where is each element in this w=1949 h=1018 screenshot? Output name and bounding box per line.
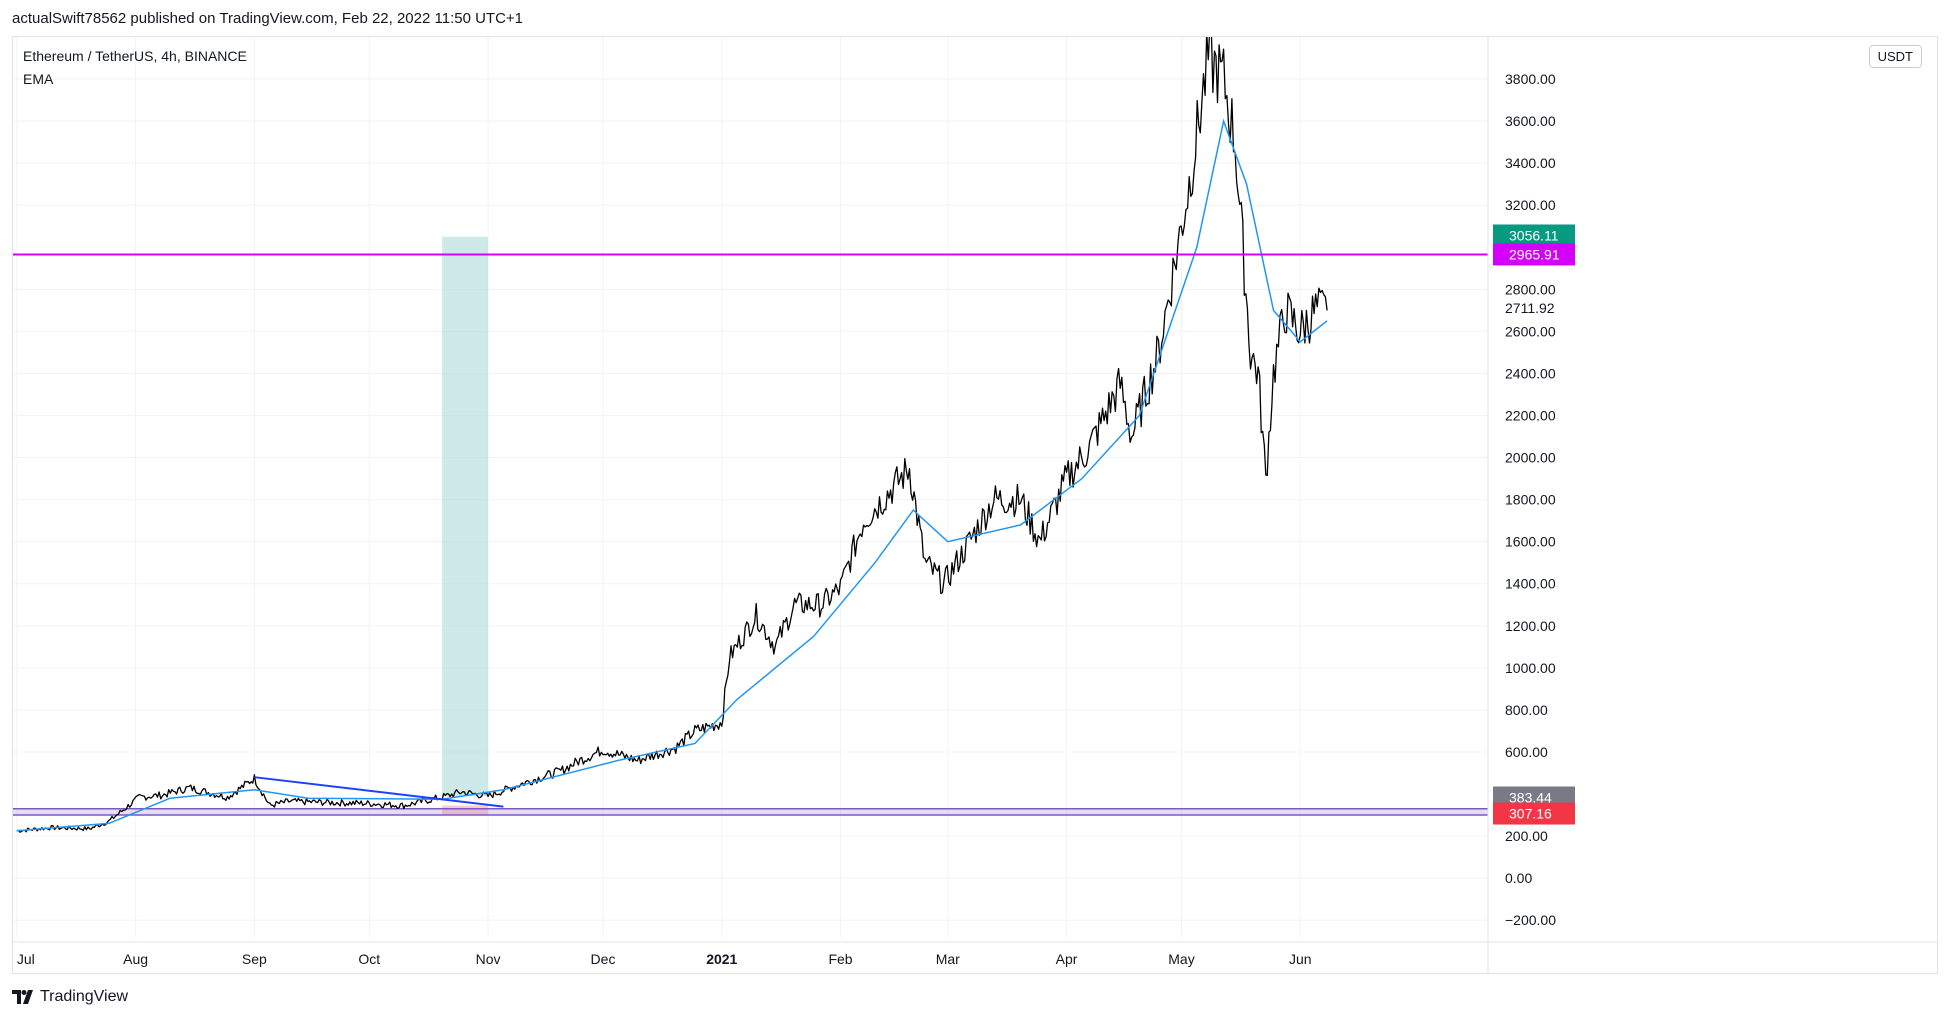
x-tick-label: Mar <box>936 951 960 967</box>
highlight-zone-red <box>442 805 489 816</box>
x-tick-label: Dec <box>591 951 616 967</box>
footer-branding[interactable]: TradingView <box>12 988 128 1006</box>
price-badge-bg <box>1493 224 1575 247</box>
tradingview-brand-text: TradingView <box>40 988 129 1005</box>
y-tick-label: 2000.00 <box>1505 450 1556 466</box>
x-tick-label: Jun <box>1289 951 1312 967</box>
y-tick-label: 200.00 <box>1505 828 1548 844</box>
x-tick-label: Sep <box>242 951 267 967</box>
drawings[interactable] <box>13 253 1488 808</box>
price-badge-label: 383.44 <box>1509 789 1552 805</box>
x-tick-label: Oct <box>358 951 380 967</box>
x-tick-label: Jul <box>17 951 35 967</box>
x-tick-label: Nov <box>476 951 501 967</box>
y-tick-label: 0.00 <box>1505 870 1532 886</box>
y-tick-label: 1400.00 <box>1505 576 1556 592</box>
price-badge-bg <box>1493 802 1575 825</box>
y-tick-label: 1600.00 <box>1505 534 1556 550</box>
price-badge-label: 2711.92 <box>1505 300 1555 316</box>
x-tick-label: Aug <box>123 951 148 967</box>
tradingview-logo-icon <box>12 990 33 1004</box>
series <box>16 37 1328 833</box>
currency-button[interactable]: USDT <box>1868 45 1922 68</box>
highlight-zone-green <box>442 236 489 797</box>
y-tick-label: 2800.00 <box>1505 281 1556 297</box>
price-series-line <box>16 37 1328 833</box>
chart-legend: Ethereum / TetherUS, 4h, BINANCE EMA <box>23 45 247 91</box>
y-tick-label: 3800.00 <box>1505 71 1556 87</box>
y-tick-label: 2200.00 <box>1505 408 1556 424</box>
grid <box>13 37 1488 937</box>
y-tick-label: 600.00 <box>1505 744 1548 760</box>
x-tick-label: May <box>1168 951 1194 967</box>
zones <box>442 236 489 816</box>
axes: 3800.00 3600.00 3400.00 3200.00 2800.00 2600.… <box>13 37 1937 973</box>
price-badge-label: 307.16 <box>1509 806 1552 822</box>
price-badge-label: 3056.11 <box>1509 227 1559 243</box>
support-band-fill <box>13 808 1488 816</box>
x-tick-label: Feb <box>828 951 852 967</box>
chart-panel[interactable]: 3800.00 3600.00 3400.00 3200.00 2800.00 2600.… <box>12 36 1938 974</box>
y-tick-label: 3400.00 <box>1505 155 1556 171</box>
price-badge-bg <box>1493 297 1575 318</box>
y-tick-label: 2400.00 <box>1505 365 1556 381</box>
y-tick-label: 800.00 <box>1505 702 1548 718</box>
ema-indicator-label[interactable]: EMA <box>23 71 54 87</box>
x-tick-label: 2021 <box>706 951 737 967</box>
y-tick-label: 1000.00 <box>1505 660 1556 676</box>
support-band <box>13 807 1488 816</box>
ema-series-line <box>16 118 1328 832</box>
symbol-title[interactable]: Ethereum / TetherUS, 4h, BINANCE <box>23 48 247 64</box>
x-tick-label: Apr <box>1056 951 1078 967</box>
y-tick-label: 1200.00 <box>1505 618 1556 634</box>
y-tick-label: 1800.00 <box>1505 492 1556 508</box>
y-tick-label: 3600.00 <box>1505 113 1556 129</box>
y-tick-label: 3200.00 <box>1505 197 1556 213</box>
y-tick-label: 2600.00 <box>1505 323 1556 339</box>
price-chart[interactable]: 3800.00 3600.00 3400.00 3200.00 2800.00 2600.… <box>13 37 1938 974</box>
price-badge-label: 2965.91 <box>1509 246 1560 262</box>
y-tick-label: −200.00 <box>1505 912 1556 928</box>
publish-header: actualSwift78562 published on TradingVie… <box>12 10 524 27</box>
trend-line <box>254 776 504 808</box>
price-badge-bg <box>1493 243 1575 266</box>
